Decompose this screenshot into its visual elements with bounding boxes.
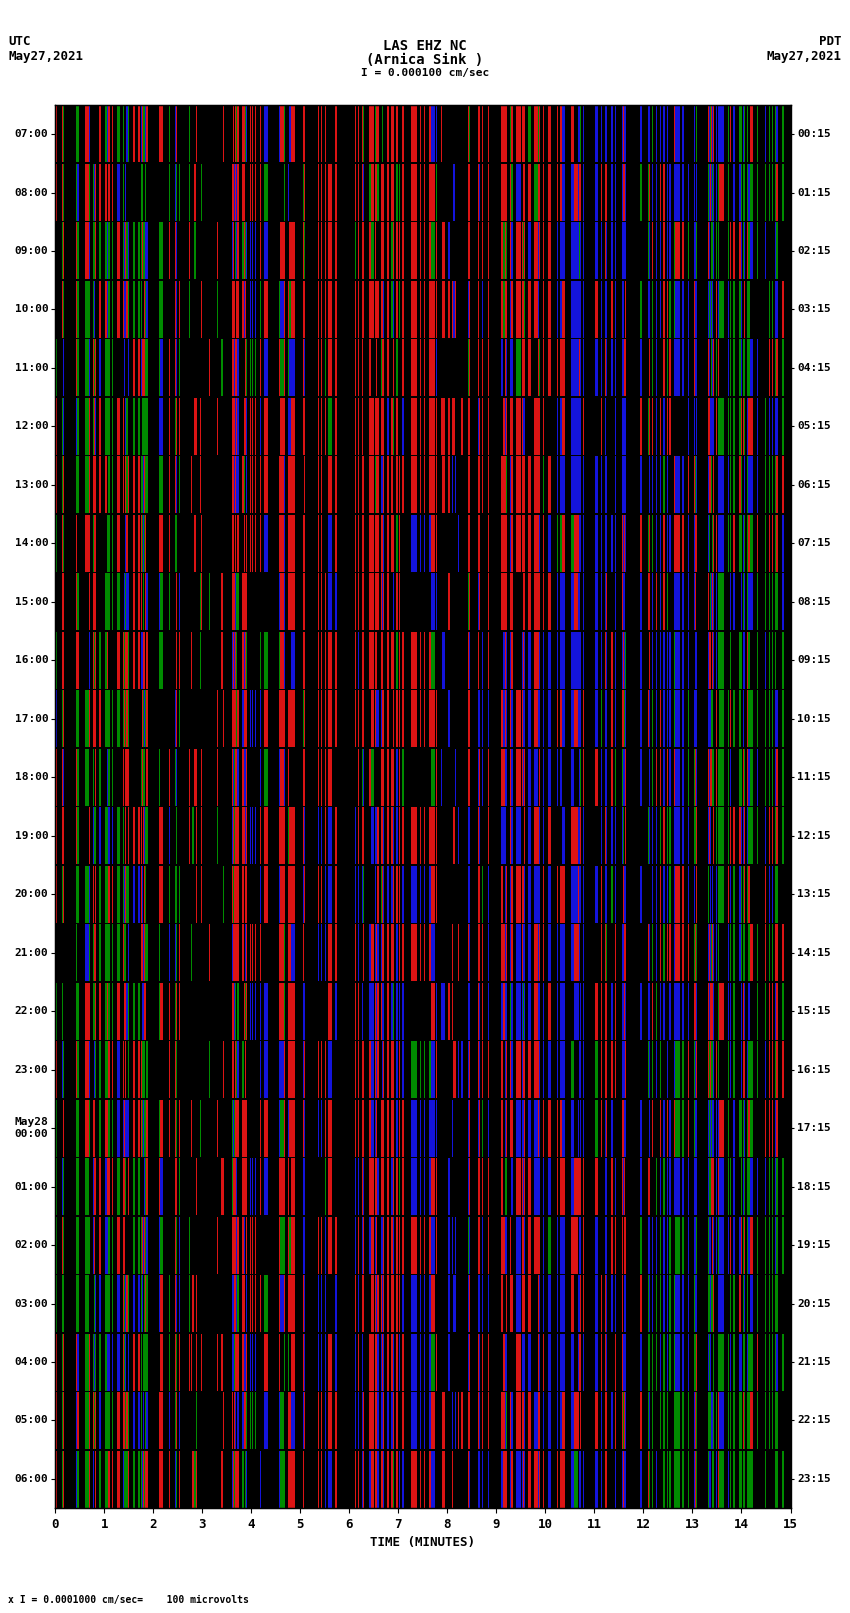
X-axis label: TIME (MINUTES): TIME (MINUTES) [371, 1537, 475, 1550]
Text: LAS EHZ NC: LAS EHZ NC [383, 39, 467, 53]
Text: (Arnica Sink ): (Arnica Sink ) [366, 53, 484, 68]
Text: PDT
May27,2021: PDT May27,2021 [767, 35, 842, 63]
Text: UTC
May27,2021: UTC May27,2021 [8, 35, 83, 63]
Text: I = 0.000100 cm/sec: I = 0.000100 cm/sec [361, 68, 489, 77]
Text: x I = 0.0001000 cm/sec=    100 microvolts: x I = 0.0001000 cm/sec= 100 microvolts [8, 1595, 249, 1605]
